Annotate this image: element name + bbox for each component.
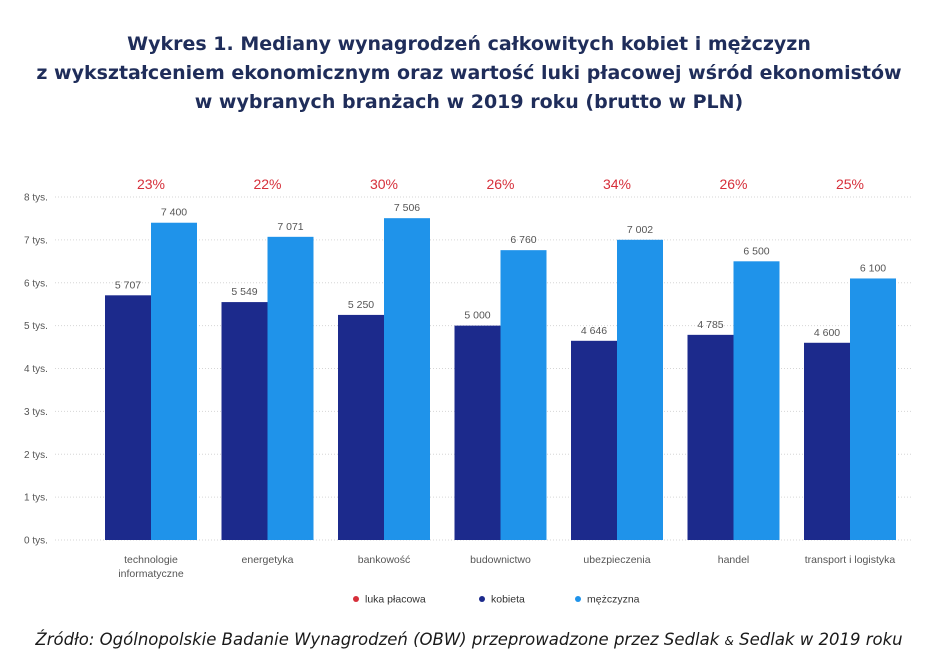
y-tick-label: 3 tys. [24,407,48,418]
y-tick-label: 4 tys. [24,364,48,375]
y-tick-label: 5 tys. [24,321,48,332]
y-tick-label: 2 tys. [24,450,48,461]
bar-kobieta [804,342,850,540]
gap-percent-label: 30% [370,176,398,192]
legend-marker [479,596,485,602]
bar-value-label: 4 646 [581,325,607,337]
bar-kobieta [105,295,151,540]
bar-value-label: 4 600 [814,327,840,339]
x-category-label: handel [718,554,750,566]
x-category-label: informatyczne [118,568,184,580]
bar-value-label: 5 707 [115,279,141,291]
bar-value-label: 6 500 [743,245,769,257]
y-tick-label: 0 tys. [24,536,48,547]
bar-mezczyzna [733,261,780,540]
gap-percent-label: 22% [253,176,281,192]
gap-percent-label: 25% [836,176,864,192]
legend-marker [575,596,581,602]
bar-value-label: 7 071 [277,221,303,233]
x-category-label: technologie [124,554,178,566]
chart-title-line-1: Wykres 1. Mediany wynagrodzeń całkowityc… [127,33,811,55]
bar-value-label: 6 760 [510,234,536,246]
y-tick-label: 8 tys. [24,193,48,204]
bar-mezczyzna [151,222,197,540]
x-category-label: bankowość [358,554,411,566]
bar-mezczyzna [850,278,896,540]
bar-value-label: 7 400 [161,207,187,219]
bar-mezczyzna [617,239,663,540]
chart-title-line-2: z wykształceniem ekonomicznym oraz warto… [36,62,902,84]
bar-kobieta [454,325,501,540]
bar-mezczyzna [267,236,314,540]
bar-value-label: 5 000 [464,310,490,322]
x-category-label: energetyka [242,554,294,566]
x-category-label: ubezpieczenia [583,554,650,566]
bar-value-label: 5 549 [231,286,257,298]
source-ampersand: & [724,634,734,648]
bar-value-label: 6 100 [860,262,886,274]
source-text-suffix: Sedlak w 2019 roku [733,630,903,649]
bar-value-label: 5 250 [348,299,374,311]
source-footnote: Źródło: Ogólnopolskie Badanie Wynagrodze… [0,630,938,649]
bar-mezczyzna [500,250,547,541]
y-tick-label: 7 tys. [24,235,48,246]
gap-percent-label: 34% [603,176,631,192]
gap-percent-label: 26% [719,176,747,192]
bar-chart: 0 tys. 1 tys. 2 tys. 3 tys. 4 tys. 5 tys. 6 ty… [24,176,912,606]
source-text-prefix: Źródło: Ogólnopolskie Badanie Wynagrodze… [35,630,725,649]
x-category-label: budownictwo [470,554,531,566]
bar-mezczyzna [384,218,430,541]
bar-kobieta [338,314,384,540]
x-category-label: transport i logistyka [805,554,896,566]
bar-kobieta [571,340,617,540]
legend-marker [353,596,359,602]
bar-value-label: 7 506 [394,202,420,214]
legend-label: mężczyzna [587,594,640,606]
bar-value-label: 4 785 [697,319,723,331]
chart-title: Wykres 1. Mediany wynagrodzeń całkowityc… [0,30,938,117]
bar-kobieta [687,334,734,540]
gap-percent-label: 26% [486,176,514,192]
chart-title-line-3: w wybranych branżach w 2019 roku (brutto… [194,91,744,113]
y-tick-label: 1 tys. [24,493,48,504]
y-tick-label: 6 tys. [24,278,48,289]
legend-label: luka płacowa [365,594,426,606]
bar-kobieta [221,302,268,540]
bar-value-label: 7 002 [627,224,653,236]
gap-percent-label: 23% [137,176,165,192]
legend-label: kobieta [491,594,525,606]
